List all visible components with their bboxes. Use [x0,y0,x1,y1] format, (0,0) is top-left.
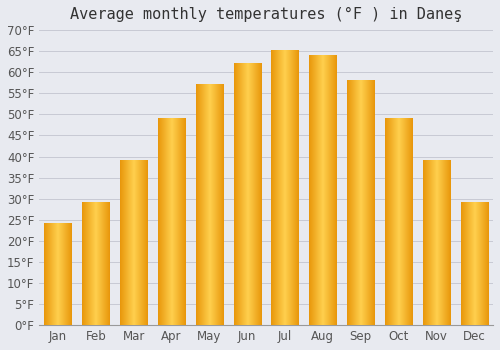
Title: Average monthly temperatures (°F ) in Daneş: Average monthly temperatures (°F ) in Da… [70,7,462,22]
